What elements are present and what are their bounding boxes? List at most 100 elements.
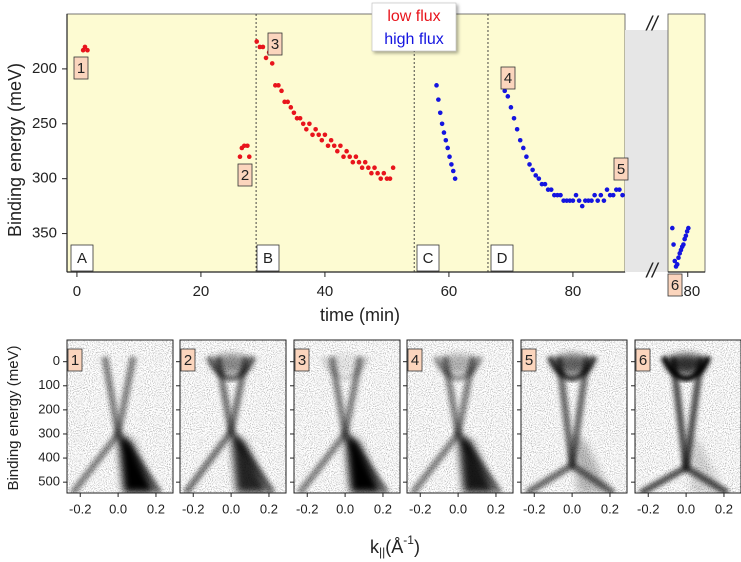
data-point <box>505 94 511 99</box>
panel-label: 2 <box>184 352 192 369</box>
data-point <box>300 121 306 127</box>
data-point <box>514 126 520 132</box>
point-label-box <box>267 32 283 56</box>
x-tick-label: 0.2 <box>147 501 165 516</box>
data-point <box>570 198 576 203</box>
point-label: 4 <box>504 70 512 87</box>
image-frame <box>520 339 628 494</box>
data-point <box>579 203 585 209</box>
bulk-band <box>458 433 496 493</box>
data-point <box>331 143 337 149</box>
panel-label-box <box>294 348 310 372</box>
data-point <box>304 126 309 132</box>
panel-label-box <box>635 348 651 372</box>
legend-box <box>371 2 457 52</box>
data-point <box>335 148 340 154</box>
x-tick-label: 0 <box>73 283 81 300</box>
data-point <box>276 83 281 88</box>
x-tick-label: 0.0 <box>222 501 240 516</box>
data-point <box>598 192 604 198</box>
data-point <box>375 170 380 176</box>
data-point <box>316 132 322 138</box>
region-label-box <box>416 244 440 272</box>
x-tick-label: 0.0 <box>449 501 467 516</box>
x-tick-label: 60 <box>441 283 458 300</box>
y-tick-label: 200 <box>38 401 60 416</box>
data-point <box>671 242 676 247</box>
data-point <box>313 126 318 132</box>
data-point <box>589 198 594 203</box>
x-tick-label: 0.2 <box>715 501 733 516</box>
x-tick-label: 0.0 <box>677 501 695 516</box>
data-point <box>670 225 675 231</box>
panel-label: 6 <box>639 352 647 369</box>
x-tick-label: -0.2 <box>523 501 545 516</box>
image-frame <box>179 339 287 494</box>
bulk-band <box>231 433 269 493</box>
data-point <box>521 145 526 151</box>
arpes-image <box>635 340 741 493</box>
x-tick-label: 20 <box>193 283 210 300</box>
data-point <box>452 176 458 181</box>
legend-entry: high flux <box>384 31 444 48</box>
region-label: B <box>263 250 273 267</box>
image-content <box>294 340 400 493</box>
region-label: D <box>497 250 508 267</box>
axis-break-band <box>625 30 668 272</box>
data-point <box>439 121 445 127</box>
data-point <box>686 225 691 231</box>
x-tick-label: 0.0 <box>563 501 581 516</box>
data-point <box>592 192 597 198</box>
y-tick-label: 350 <box>32 225 57 242</box>
data-point <box>542 181 548 187</box>
x-axis-label: time (min) <box>320 305 400 325</box>
data-point <box>530 167 535 173</box>
data-point <box>617 187 622 192</box>
region-label-box <box>256 244 280 272</box>
data-point <box>350 159 356 165</box>
image-content <box>635 340 741 493</box>
data-point <box>291 110 297 116</box>
axis-break-mark: // <box>644 13 660 35</box>
data-point <box>610 192 616 198</box>
data-point <box>447 154 452 160</box>
y-tick-label: 100 <box>38 377 60 392</box>
image-content <box>407 340 513 493</box>
y-axis-label: Binding energy (meV) <box>5 345 22 490</box>
data-point <box>85 47 90 53</box>
point-label-box <box>500 66 516 90</box>
data-point <box>356 159 362 165</box>
data-point <box>245 143 250 149</box>
arpes-image <box>407 340 513 493</box>
bulk-band <box>345 433 383 493</box>
data-point <box>328 137 334 143</box>
y-tick-label: 250 <box>32 115 57 132</box>
region-label: A <box>77 250 87 267</box>
data-point <box>511 115 517 121</box>
bulk-band <box>572 433 610 493</box>
x-tick-label: -0.2 <box>182 501 204 516</box>
data-point <box>536 176 542 181</box>
point-label: 1 <box>77 60 85 77</box>
arpes-image <box>180 340 286 493</box>
image-frame <box>66 339 174 494</box>
panel-label: 1 <box>71 352 79 369</box>
x-tick-label: -0.2 <box>69 501 91 516</box>
data-point <box>681 242 686 247</box>
image-content <box>67 340 173 493</box>
data-point <box>260 44 266 50</box>
panel-label-box <box>67 348 83 372</box>
point-label: 6 <box>671 277 679 294</box>
data-point <box>601 198 607 203</box>
panel-label: 5 <box>525 352 533 369</box>
data-point <box>344 148 349 154</box>
data-point <box>310 132 315 138</box>
data-point <box>558 192 563 198</box>
x-tick-label: 0.2 <box>601 501 619 516</box>
x-tick-label: -0.2 <box>637 501 659 516</box>
data-point <box>390 165 396 171</box>
data-point <box>620 192 625 198</box>
data-point <box>573 192 579 198</box>
point-label-box <box>613 157 629 181</box>
y-tick-label: 400 <box>38 450 60 465</box>
